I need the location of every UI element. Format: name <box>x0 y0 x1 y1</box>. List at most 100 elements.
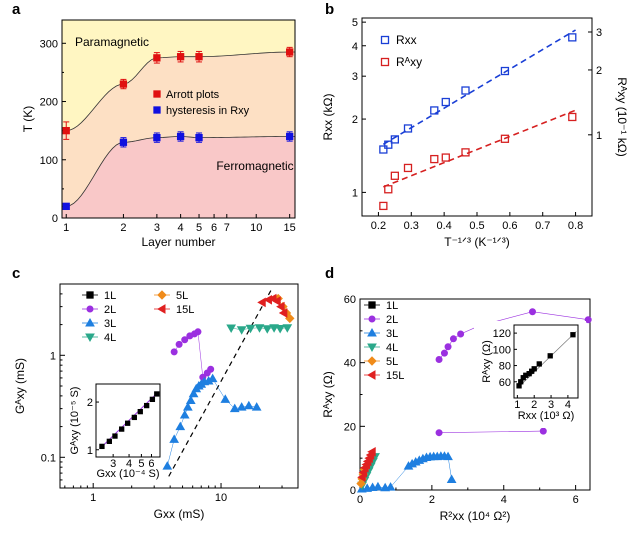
data-point <box>162 461 173 470</box>
data-point <box>379 201 388 211</box>
x-tick-label: 6 <box>211 222 217 234</box>
y-tick-label: 0 <box>52 213 58 225</box>
x-tick-label: 15 <box>284 222 296 234</box>
legend-label: 5L <box>176 290 188 302</box>
data-point <box>384 185 393 194</box>
legend-label: 1L <box>386 300 398 312</box>
data-point <box>435 355 443 363</box>
data-point <box>207 373 218 383</box>
y-tick-label: 1 <box>50 350 56 362</box>
data-point <box>278 308 288 318</box>
inset-data-point <box>112 433 118 439</box>
y-tick-label: 2 <box>352 114 358 126</box>
inset-x-tick-label: 6 <box>148 458 154 470</box>
legend-marker <box>367 327 377 337</box>
y-tick-label: 300 <box>40 38 58 50</box>
panel-label-c: c <box>12 265 20 282</box>
legend-marker <box>85 333 95 343</box>
x-axis-label: T⁻¹ᐟ³ (K⁻¹ᐟ³) <box>444 235 509 249</box>
y-tick-label: 0 <box>350 485 356 497</box>
legend-marker <box>85 317 95 327</box>
data-point <box>390 135 400 144</box>
inset-data-point <box>125 420 131 426</box>
x-axis-label: Layer number <box>141 235 215 249</box>
ferromagnetic-region <box>62 136 295 218</box>
data-point <box>170 348 178 356</box>
legend-label: 15L <box>386 370 404 382</box>
inset-data-point <box>144 402 150 409</box>
x-axis-label: Gxx (mS) <box>154 507 205 521</box>
data-point <box>176 132 185 141</box>
data-point <box>175 421 186 431</box>
inset-x-tick-label: 4 <box>565 399 571 411</box>
data-point <box>245 324 256 334</box>
data-point <box>440 349 448 357</box>
data-point <box>226 324 237 334</box>
legend-label: 5L <box>386 356 398 368</box>
legend-marker <box>157 290 167 300</box>
data-point <box>229 403 240 413</box>
inset-fit-line <box>100 391 159 449</box>
data-point <box>441 97 450 107</box>
series-line <box>439 430 544 433</box>
plot-frame <box>61 19 296 219</box>
legend-marker <box>366 370 376 380</box>
inset-data-point <box>106 438 112 444</box>
panel-b-chart: 0.2 0.3 0.4 0.5 0.6 0.7 0.8 1 2 3 4 5 1 2 3 T⁻¹ᐟ³ (K⁻¹ᐟ… <box>321 17 629 249</box>
inset-data-point <box>137 408 143 415</box>
y2-tick-label: 1 <box>596 130 602 142</box>
inset-data-point <box>536 361 542 367</box>
legend-marker <box>380 57 390 67</box>
data-point <box>385 482 396 491</box>
fit-line <box>382 29 576 145</box>
panel-label-b: b <box>325 1 334 18</box>
y2-axis-label: Rᴬxy (10⁻¹ kΩ) <box>615 77 629 156</box>
legend-marker <box>368 301 376 309</box>
y-tick-label: 4 <box>352 41 358 53</box>
data-point <box>461 148 470 157</box>
inset-fit-line <box>517 331 577 389</box>
data-point <box>430 154 439 164</box>
y-axis-label: Gᴬxy (mS) <box>13 358 27 414</box>
x-tick-label: 6 <box>573 494 579 506</box>
inset-x-tick-label: 2 <box>531 399 537 411</box>
data-point <box>286 132 294 141</box>
data-point <box>443 451 453 461</box>
data-point <box>435 429 443 437</box>
y-tick-label: 200 <box>40 97 58 109</box>
data-point <box>441 153 450 162</box>
inset-data-point <box>99 443 105 450</box>
data-point <box>539 427 547 435</box>
data-point <box>358 467 368 478</box>
data-point <box>262 325 273 334</box>
inset-y-tick-label: 60 <box>499 377 511 389</box>
data-point <box>181 336 189 344</box>
inset-x-tick-label: 5 <box>138 458 144 470</box>
inset-data-point <box>119 426 125 432</box>
data-point <box>461 86 470 95</box>
guide-line <box>168 288 273 477</box>
data-point <box>367 446 376 457</box>
y2-tick-label: 2 <box>596 65 602 77</box>
legend-label: Arrott plots <box>166 89 220 101</box>
data-point <box>286 48 294 56</box>
inset-y-tick-label: 100 <box>493 344 511 356</box>
data-point <box>584 316 592 324</box>
x-tick-label: 5 <box>196 222 202 234</box>
data-point <box>282 324 293 333</box>
data-point <box>220 394 231 403</box>
data-point <box>251 402 262 411</box>
x-tick-label: 0.6 <box>502 220 517 232</box>
data-point <box>169 434 180 443</box>
legend-marker <box>153 90 161 98</box>
y-tick-label: 60 <box>344 294 356 306</box>
inset-data-point <box>516 383 522 389</box>
x-tick-label: 0.3 <box>404 220 419 232</box>
panel-c-chart: 1 10 0.1 1 Gxx (mS) Gᴬxy (mS) 1L 2L 3L 4L 5L 15L 3 4 5… <box>13 283 299 521</box>
x-tick-label: 4 <box>501 494 507 506</box>
legend-label: Rᴬxy <box>396 55 422 69</box>
data-point <box>119 80 128 88</box>
x-tick-label: 1 <box>90 492 96 504</box>
x-tick-label: 4 <box>178 222 184 234</box>
x-tick-label: 7 <box>224 222 230 234</box>
